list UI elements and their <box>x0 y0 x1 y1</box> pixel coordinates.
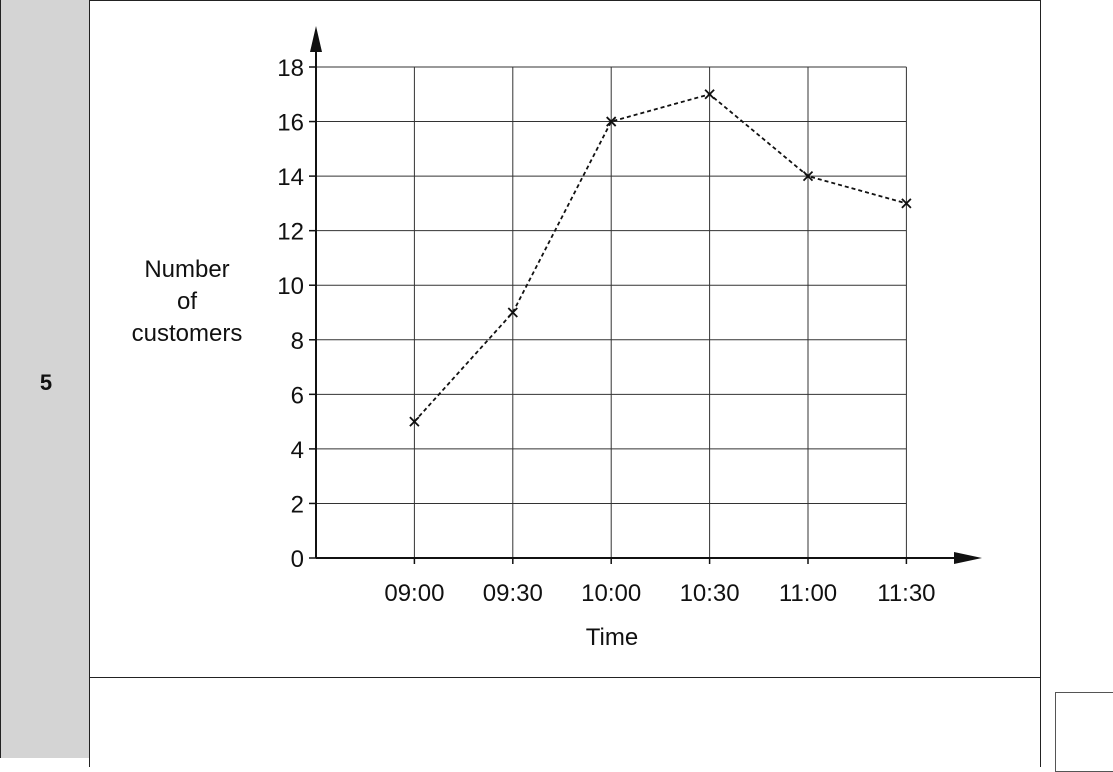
y-tick-label: 16 <box>277 110 304 137</box>
x-tick-label: 10:30 <box>680 580 740 607</box>
series <box>409 89 912 427</box>
y-tick-label: 8 <box>291 328 304 355</box>
x-axis-arrow <box>954 552 982 564</box>
y-axis-arrow <box>310 26 322 52</box>
data-point-mark <box>606 116 617 127</box>
y-tick-label: 12 <box>277 219 304 246</box>
data-point-mark <box>802 170 814 182</box>
data-point <box>409 416 420 427</box>
data-point <box>802 170 814 182</box>
x-axis-label: Time <box>586 624 638 651</box>
data-point <box>507 307 518 318</box>
answer-cell <box>89 0 1041 678</box>
data-point <box>606 116 617 127</box>
question-number: 5 <box>39 370 53 395</box>
x-tick-label: 11:00 <box>779 580 837 607</box>
data-point <box>704 89 715 100</box>
y-tick-label: 4 <box>291 437 304 464</box>
y-tick-label: 6 <box>291 382 304 409</box>
series-line <box>413 93 907 423</box>
data-point-mark <box>409 416 420 427</box>
x-tick-labels: 09:00 09:30 10:00 10:30 11:00 11:30 <box>384 580 935 607</box>
y-tick-label: 18 <box>277 55 304 82</box>
x-tick-label: 09:00 <box>384 580 444 607</box>
question-number-column: 5 <box>0 0 90 758</box>
y-axis-label-line: Number <box>144 256 229 283</box>
x-tick-label: 10:00 <box>581 580 641 607</box>
x-tick-label: 09:30 <box>483 580 543 607</box>
y-tick-label: 10 <box>277 273 304 300</box>
data-point-mark <box>704 89 715 100</box>
y-tick-labels: 0 2 4 6 8 10 12 14 16 18 <box>277 55 304 573</box>
y-axis-label-line: of <box>177 288 197 315</box>
data-point-mark <box>901 198 912 209</box>
data-point-mark <box>507 307 518 318</box>
axes <box>309 26 982 564</box>
grid <box>316 66 907 558</box>
data-point <box>901 198 912 209</box>
next-row-cell <box>89 677 1041 767</box>
y-tick-label: 0 <box>291 546 304 573</box>
y-axis-label: Number of customers <box>132 256 243 347</box>
y-axis-label-line: customers <box>132 320 243 347</box>
x-tick-label: 11:30 <box>877 580 935 607</box>
y-tick-label: 14 <box>277 164 304 191</box>
y-tick-label: 2 <box>291 491 304 518</box>
